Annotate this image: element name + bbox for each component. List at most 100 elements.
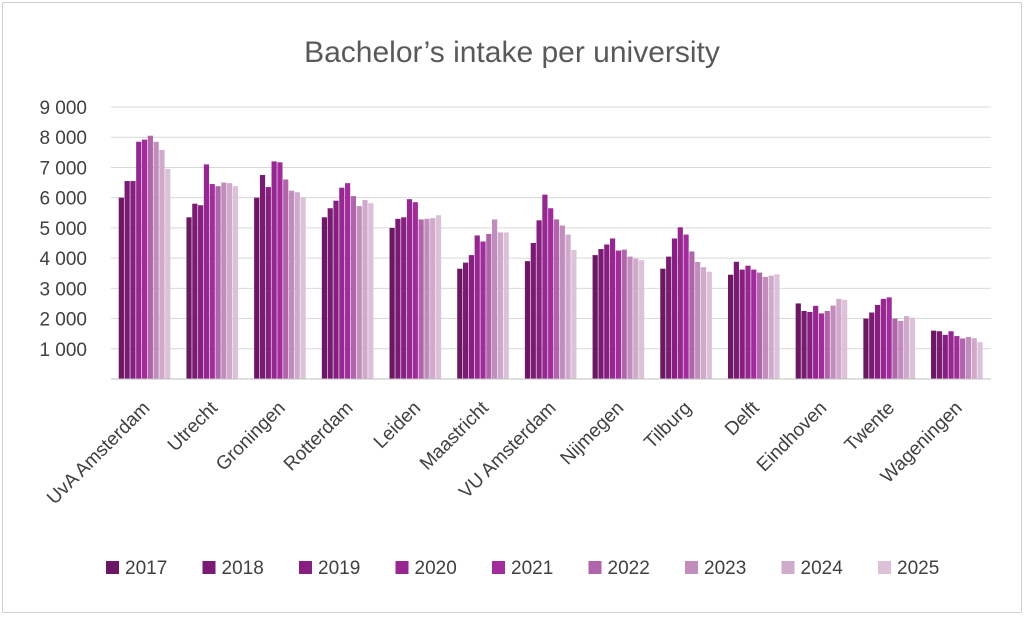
bar (892, 318, 898, 379)
bar (254, 197, 260, 379)
bar (536, 220, 542, 379)
bar (232, 186, 239, 379)
bar (118, 197, 124, 379)
bar (762, 276, 768, 379)
bar (159, 149, 165, 379)
bar (774, 274, 780, 379)
bar (333, 200, 339, 379)
x-tick-label: Twente (841, 398, 899, 456)
legend: 2017 2018 2019 2020 2021 2022 2023 2024 2025 (106, 558, 939, 579)
x-tick-label: Leiden (370, 398, 425, 453)
bar (463, 262, 469, 379)
legend-label: 2019 (318, 558, 360, 579)
bar (666, 256, 672, 379)
bar (294, 192, 300, 379)
bar (903, 316, 910, 379)
bar (412, 202, 418, 379)
bar (954, 336, 960, 379)
y-tick-label: 8 000 (39, 128, 87, 149)
bar (265, 187, 271, 379)
legend-label: 2023 (704, 558, 746, 579)
bar (186, 217, 192, 379)
legend-label: 2017 (125, 558, 167, 579)
legend-label: 2022 (608, 558, 650, 579)
legend-swatch (395, 561, 409, 574)
bar (824, 311, 830, 379)
bar (880, 298, 886, 379)
bar (321, 217, 328, 379)
bar (203, 164, 210, 379)
bar (300, 197, 306, 379)
bar (401, 217, 407, 379)
bar (147, 135, 153, 379)
y-tick-label: 7 000 (39, 158, 87, 179)
bar (215, 186, 221, 379)
bar (942, 334, 948, 379)
bar (604, 244, 610, 379)
bar (571, 249, 577, 379)
bar (288, 190, 295, 379)
bar (768, 275, 774, 379)
bar (389, 227, 395, 379)
bar (530, 243, 536, 379)
bar (368, 203, 374, 379)
legend-swatch (878, 561, 891, 574)
bar (339, 187, 345, 379)
bar (124, 181, 130, 379)
bar (406, 199, 413, 379)
y-tick-label: 9 000 (39, 98, 87, 119)
bar (542, 194, 548, 379)
bar (468, 255, 475, 379)
bar (700, 267, 707, 379)
bar (936, 331, 943, 379)
bar (638, 260, 645, 379)
bar (727, 274, 734, 379)
bar (795, 303, 801, 379)
bar (345, 183, 351, 379)
bar (259, 175, 266, 379)
bar (971, 338, 977, 379)
bar (192, 203, 198, 379)
y-tick-label: 1 000 (39, 340, 87, 361)
bar (671, 238, 678, 379)
x-tick-label: Rotterdam (280, 398, 358, 476)
legend-swatch (202, 561, 216, 574)
x-tick-label: Utrecht (164, 397, 223, 456)
bar (695, 262, 701, 379)
bar (683, 234, 689, 379)
bar (503, 232, 509, 379)
x-tick-label: Eindhoven (753, 398, 831, 476)
x-tick-label: UvA Amsterdam (43, 398, 154, 509)
bar (221, 182, 227, 379)
bar (153, 141, 159, 379)
legend-label: 2018 (222, 558, 264, 579)
bar (492, 219, 498, 379)
bar (869, 312, 875, 379)
bar (739, 269, 745, 379)
bar (609, 238, 616, 379)
bar (818, 313, 825, 379)
x-tick-label: Nijmegen (557, 398, 629, 470)
bar (559, 225, 565, 379)
x-tick-label: Delft (721, 397, 764, 440)
bar (627, 256, 633, 379)
legend-label: 2024 (801, 558, 844, 579)
bar (909, 317, 915, 379)
bar (524, 261, 531, 379)
x-tick-label: Tilburg (641, 398, 696, 453)
bar (277, 162, 283, 379)
y-tick-label: 5 000 (39, 219, 87, 240)
bar (209, 184, 215, 379)
bar (424, 218, 430, 379)
legend-swatch (781, 561, 795, 574)
bar (165, 168, 171, 379)
bar (948, 331, 954, 379)
bar (598, 249, 604, 379)
y-tick-label: 2 000 (39, 310, 87, 331)
bars (118, 135, 983, 379)
bar (842, 299, 848, 379)
bar (592, 255, 598, 379)
bar (633, 258, 639, 379)
